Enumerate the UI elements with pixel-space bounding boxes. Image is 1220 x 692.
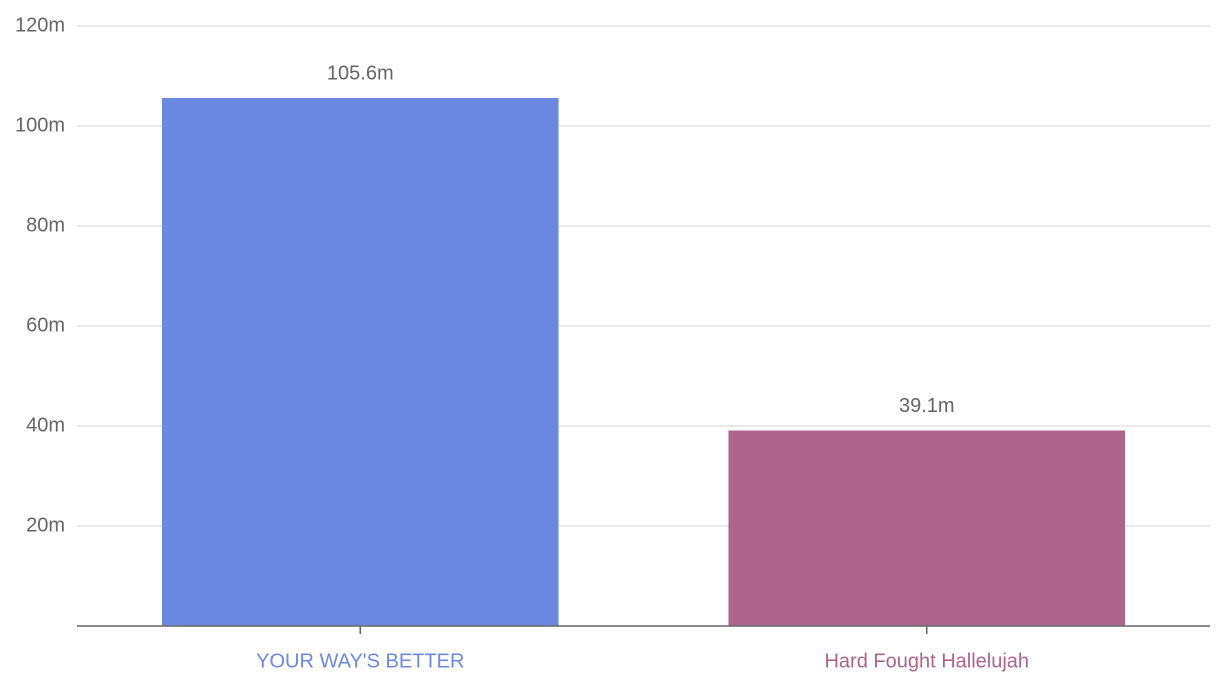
y-tick-label: 80m: [26, 214, 65, 236]
y-tick-label: 20m: [26, 514, 65, 536]
data-label: 39.1m: [899, 395, 955, 417]
bar: [728, 430, 1126, 626]
data-label: 105.6m: [327, 62, 394, 84]
y-tick-label: 40m: [26, 414, 65, 436]
y-tick-label: 120m: [15, 14, 65, 36]
x-tick-label: Hard Fought Hallelujah: [824, 650, 1029, 672]
y-tick-label: 100m: [15, 114, 65, 136]
y-tick-label: 60m: [26, 314, 65, 336]
x-tick-label: YOUR WAY'S BETTER: [256, 650, 464, 672]
bar: [161, 98, 559, 626]
